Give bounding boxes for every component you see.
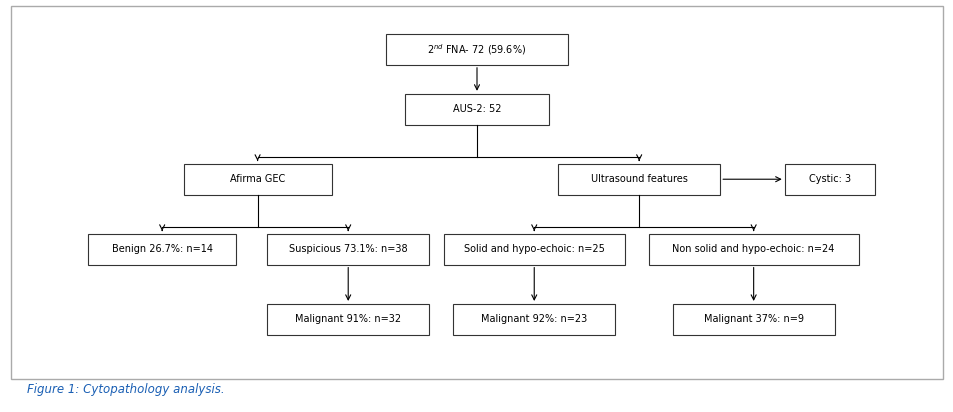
- FancyBboxPatch shape: [267, 234, 429, 265]
- Text: 2$^{nd}$ FNA- 72 (59.6%): 2$^{nd}$ FNA- 72 (59.6%): [427, 42, 526, 57]
- Text: Malignant 92%: n=23: Malignant 92%: n=23: [480, 314, 587, 324]
- Text: Benign 26.7%: n=14: Benign 26.7%: n=14: [112, 244, 213, 254]
- Text: Malignant 37%: n=9: Malignant 37%: n=9: [703, 314, 802, 324]
- Text: Non solid and hypo-echoic: n=24: Non solid and hypo-echoic: n=24: [672, 244, 834, 254]
- FancyBboxPatch shape: [267, 304, 429, 335]
- Text: Figure 1: Cytopathology analysis.: Figure 1: Cytopathology analysis.: [27, 383, 224, 396]
- Text: Afirma GEC: Afirma GEC: [230, 174, 285, 184]
- FancyBboxPatch shape: [453, 304, 615, 335]
- Text: Solid and hypo-echoic: n=25: Solid and hypo-echoic: n=25: [463, 244, 604, 254]
- FancyBboxPatch shape: [89, 234, 236, 265]
- FancyBboxPatch shape: [183, 164, 332, 195]
- Text: Ultrasound features: Ultrasound features: [590, 174, 687, 184]
- FancyBboxPatch shape: [783, 164, 874, 195]
- Text: AUS-2: 52: AUS-2: 52: [453, 104, 500, 114]
- FancyBboxPatch shape: [558, 164, 720, 195]
- FancyBboxPatch shape: [672, 304, 834, 335]
- FancyBboxPatch shape: [648, 234, 858, 265]
- FancyBboxPatch shape: [386, 34, 567, 65]
- FancyBboxPatch shape: [405, 94, 548, 125]
- Text: Suspicious 73.1%: n=38: Suspicious 73.1%: n=38: [289, 244, 407, 254]
- Text: Cystic: 3: Cystic: 3: [808, 174, 850, 184]
- Text: Malignant 91%: n=32: Malignant 91%: n=32: [294, 314, 401, 324]
- FancyBboxPatch shape: [443, 234, 624, 265]
